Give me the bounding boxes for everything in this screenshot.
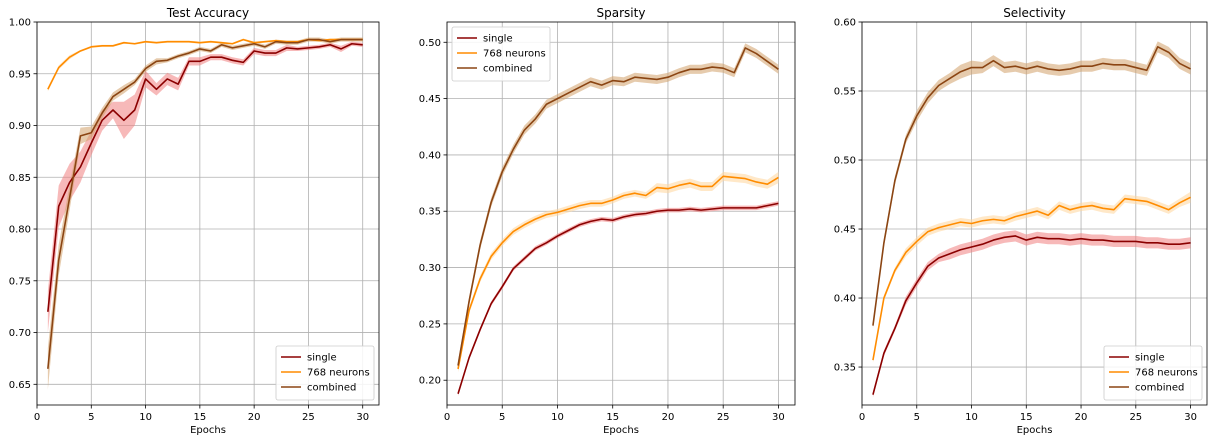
series-band-single bbox=[872, 230, 1191, 398]
y-tick-label: 0.80 bbox=[9, 225, 31, 236]
series-line-single bbox=[872, 235, 1191, 395]
y-tick-label: 0.35 bbox=[834, 363, 856, 374]
x-tick-label: 15 bbox=[193, 412, 206, 423]
legend-label-single: single bbox=[483, 34, 513, 45]
y-tick-label: 0.85 bbox=[9, 173, 31, 184]
x-tick-label: 5 bbox=[88, 412, 94, 423]
legend-label-neurons768: 768 neurons bbox=[1135, 368, 1198, 379]
axes-frame bbox=[861, 21, 1208, 406]
x-tick-label: 25 bbox=[717, 412, 730, 423]
x-tick-label: 15 bbox=[1020, 412, 1033, 423]
plot-area bbox=[37, 22, 379, 405]
y-tick-label: 0.45 bbox=[834, 225, 856, 236]
legend-label-neurons768: 768 neurons bbox=[483, 49, 546, 60]
series-line-neurons768 bbox=[457, 175, 779, 370]
y-tick-label: 0.75 bbox=[9, 276, 31, 287]
x-tick-label: 0 bbox=[444, 412, 450, 423]
legend-label-neurons768: 768 neurons bbox=[307, 368, 370, 379]
legend-label-single: single bbox=[307, 353, 337, 364]
legend: single 768 neurons combined bbox=[275, 345, 375, 401]
x-axis-label: Epochs bbox=[603, 425, 639, 436]
y-tick-label: 0.25 bbox=[419, 319, 441, 330]
legend-label-single: single bbox=[1135, 353, 1165, 364]
y-tick-label: 0.60 bbox=[834, 18, 856, 29]
y-tick-label: 1.00 bbox=[9, 18, 31, 29]
x-tick-label: 25 bbox=[302, 412, 315, 423]
y-tick-label: 0.40 bbox=[834, 294, 856, 305]
x-tick-label: 5 bbox=[914, 412, 920, 423]
x-tick-label: 10 bbox=[965, 412, 978, 423]
x-tick-label: 30 bbox=[1184, 412, 1197, 423]
y-tick-label: 0.20 bbox=[419, 376, 441, 387]
chart-panel-3: 0 5 10 15 20 25 30 0.35 0.40 0.45 0.50 0.55 0.60 Sele… bbox=[834, 6, 1208, 436]
chart-panel-2: 0 5 10 15 20 25 30 0.20 0.25 0.30 0.35 0.40 0.45 0.50… bbox=[419, 6, 796, 436]
series-line-combined bbox=[872, 46, 1191, 326]
y-tick-label: 0.40 bbox=[419, 150, 441, 161]
series-group bbox=[872, 41, 1191, 398]
y-tick-label: 0.55 bbox=[834, 87, 856, 98]
x-tick-label: 10 bbox=[139, 412, 152, 423]
y-tick-label: 0.50 bbox=[419, 38, 441, 49]
series-band-single bbox=[47, 41, 363, 333]
y-tick-label: 0.90 bbox=[9, 121, 31, 132]
legend-label-combined: combined bbox=[1135, 383, 1184, 394]
x-tick-label: 30 bbox=[772, 412, 785, 423]
series-line-single bbox=[47, 42, 363, 312]
x-tick-label: 0 bbox=[34, 412, 40, 423]
y-tick-label: 0.70 bbox=[9, 328, 31, 339]
legend: single 768 neurons combined bbox=[451, 26, 551, 82]
x-tick-label: 20 bbox=[1075, 412, 1088, 423]
x-tick-label: 30 bbox=[356, 412, 369, 423]
x-tick-label: 20 bbox=[662, 412, 675, 423]
chart-title: Test Accuracy bbox=[166, 6, 249, 20]
y-tick-label: 0.95 bbox=[9, 69, 31, 80]
series-line-combined bbox=[457, 47, 779, 366]
series-group bbox=[47, 37, 363, 390]
axes-frame bbox=[446, 21, 796, 406]
chart-panel-1: 0 5 10 15 20 25 30 0.65 0.70 0.75 0.80 0.85 0.90 0.95… bbox=[9, 6, 380, 436]
x-axis-label: Epochs bbox=[1017, 425, 1053, 436]
axes-frame bbox=[36, 21, 380, 406]
x-tick-label: 20 bbox=[248, 412, 261, 423]
legend-label-combined: combined bbox=[483, 64, 532, 75]
chart-title: Sparsity bbox=[597, 6, 646, 20]
series-line-combined bbox=[47, 38, 363, 369]
series-band-neurons768 bbox=[872, 191, 1191, 363]
y-tick-label: 0.45 bbox=[419, 94, 441, 105]
y-tick-label: 0.35 bbox=[419, 207, 441, 218]
chart-title: Selectivity bbox=[1003, 6, 1066, 20]
legend-label-combined: combined bbox=[307, 383, 356, 394]
legend: single 768 neurons combined bbox=[1103, 345, 1203, 401]
series-line-neurons768 bbox=[872, 196, 1191, 361]
y-tick-label: 0.30 bbox=[419, 263, 441, 274]
x-tick-label: 5 bbox=[499, 412, 505, 423]
x-axis-label: Epochs bbox=[190, 425, 226, 436]
y-tick-label: 0.50 bbox=[834, 156, 856, 167]
x-tick-label: 10 bbox=[551, 412, 564, 423]
x-tick-label: 15 bbox=[606, 412, 619, 423]
y-tick-label: 0.65 bbox=[9, 380, 31, 391]
series-line-single bbox=[457, 202, 779, 394]
x-tick-label: 25 bbox=[1129, 412, 1142, 423]
series-group bbox=[457, 43, 779, 396]
x-tick-label: 0 bbox=[859, 412, 865, 423]
